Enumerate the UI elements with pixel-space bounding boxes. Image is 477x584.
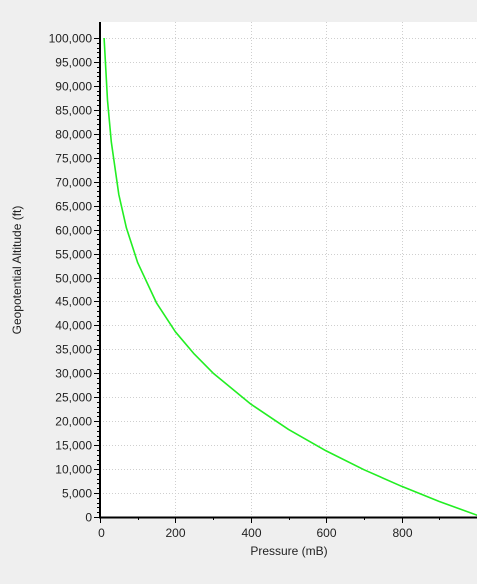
y-tick-label: 25,000 — [55, 391, 92, 405]
y-tick-label: 90,000 — [55, 80, 92, 94]
y-tick-label: 35,000 — [55, 343, 92, 357]
series-group — [103, 37, 477, 517]
tick-labels: 0 5,000 10,000 15,000 20,000 25,000 30,000 35,0… — [49, 32, 413, 541]
x-tick-label: 200 — [165, 526, 185, 540]
y-tick-label: 5,000 — [62, 487, 92, 501]
y-tick-label: 80,000 — [55, 128, 92, 142]
y-tick-label: 50,000 — [55, 272, 92, 286]
axes — [94, 22, 477, 523]
x-tick-label: 400 — [241, 526, 261, 540]
y-tick-label: 0 — [85, 511, 92, 525]
y-tick-label: 45,000 — [55, 295, 92, 309]
y-tick-label: 30,000 — [55, 367, 92, 381]
y-tick-label: 75,000 — [55, 152, 92, 166]
plot-area — [100, 22, 477, 517]
y-tick-label: 55,000 — [55, 248, 92, 262]
y-tick-label: 20,000 — [55, 415, 92, 429]
y-tick-label: 85,000 — [55, 104, 92, 118]
x-tick-label: 800 — [392, 526, 412, 540]
x-tick-label: 600 — [316, 526, 336, 540]
series-line — [103, 37, 477, 517]
y-tick-label: 100,000 — [49, 32, 93, 46]
y-tick-label: 15,000 — [55, 439, 92, 453]
y-tick-label: 10,000 — [55, 463, 92, 477]
y-axis-title: Geopotential Altitude (ft) — [10, 206, 24, 335]
y-tick-label: 70,000 — [55, 176, 92, 190]
x-axis-title: Pressure (mB) — [250, 544, 327, 558]
y-tick-label: 65,000 — [55, 200, 92, 214]
y-tick-label: 95,000 — [55, 56, 92, 70]
y-tick-label: 40,000 — [55, 319, 92, 333]
x-tick-label: 0 — [98, 526, 105, 540]
y-tick-label: 60,000 — [55, 224, 92, 238]
